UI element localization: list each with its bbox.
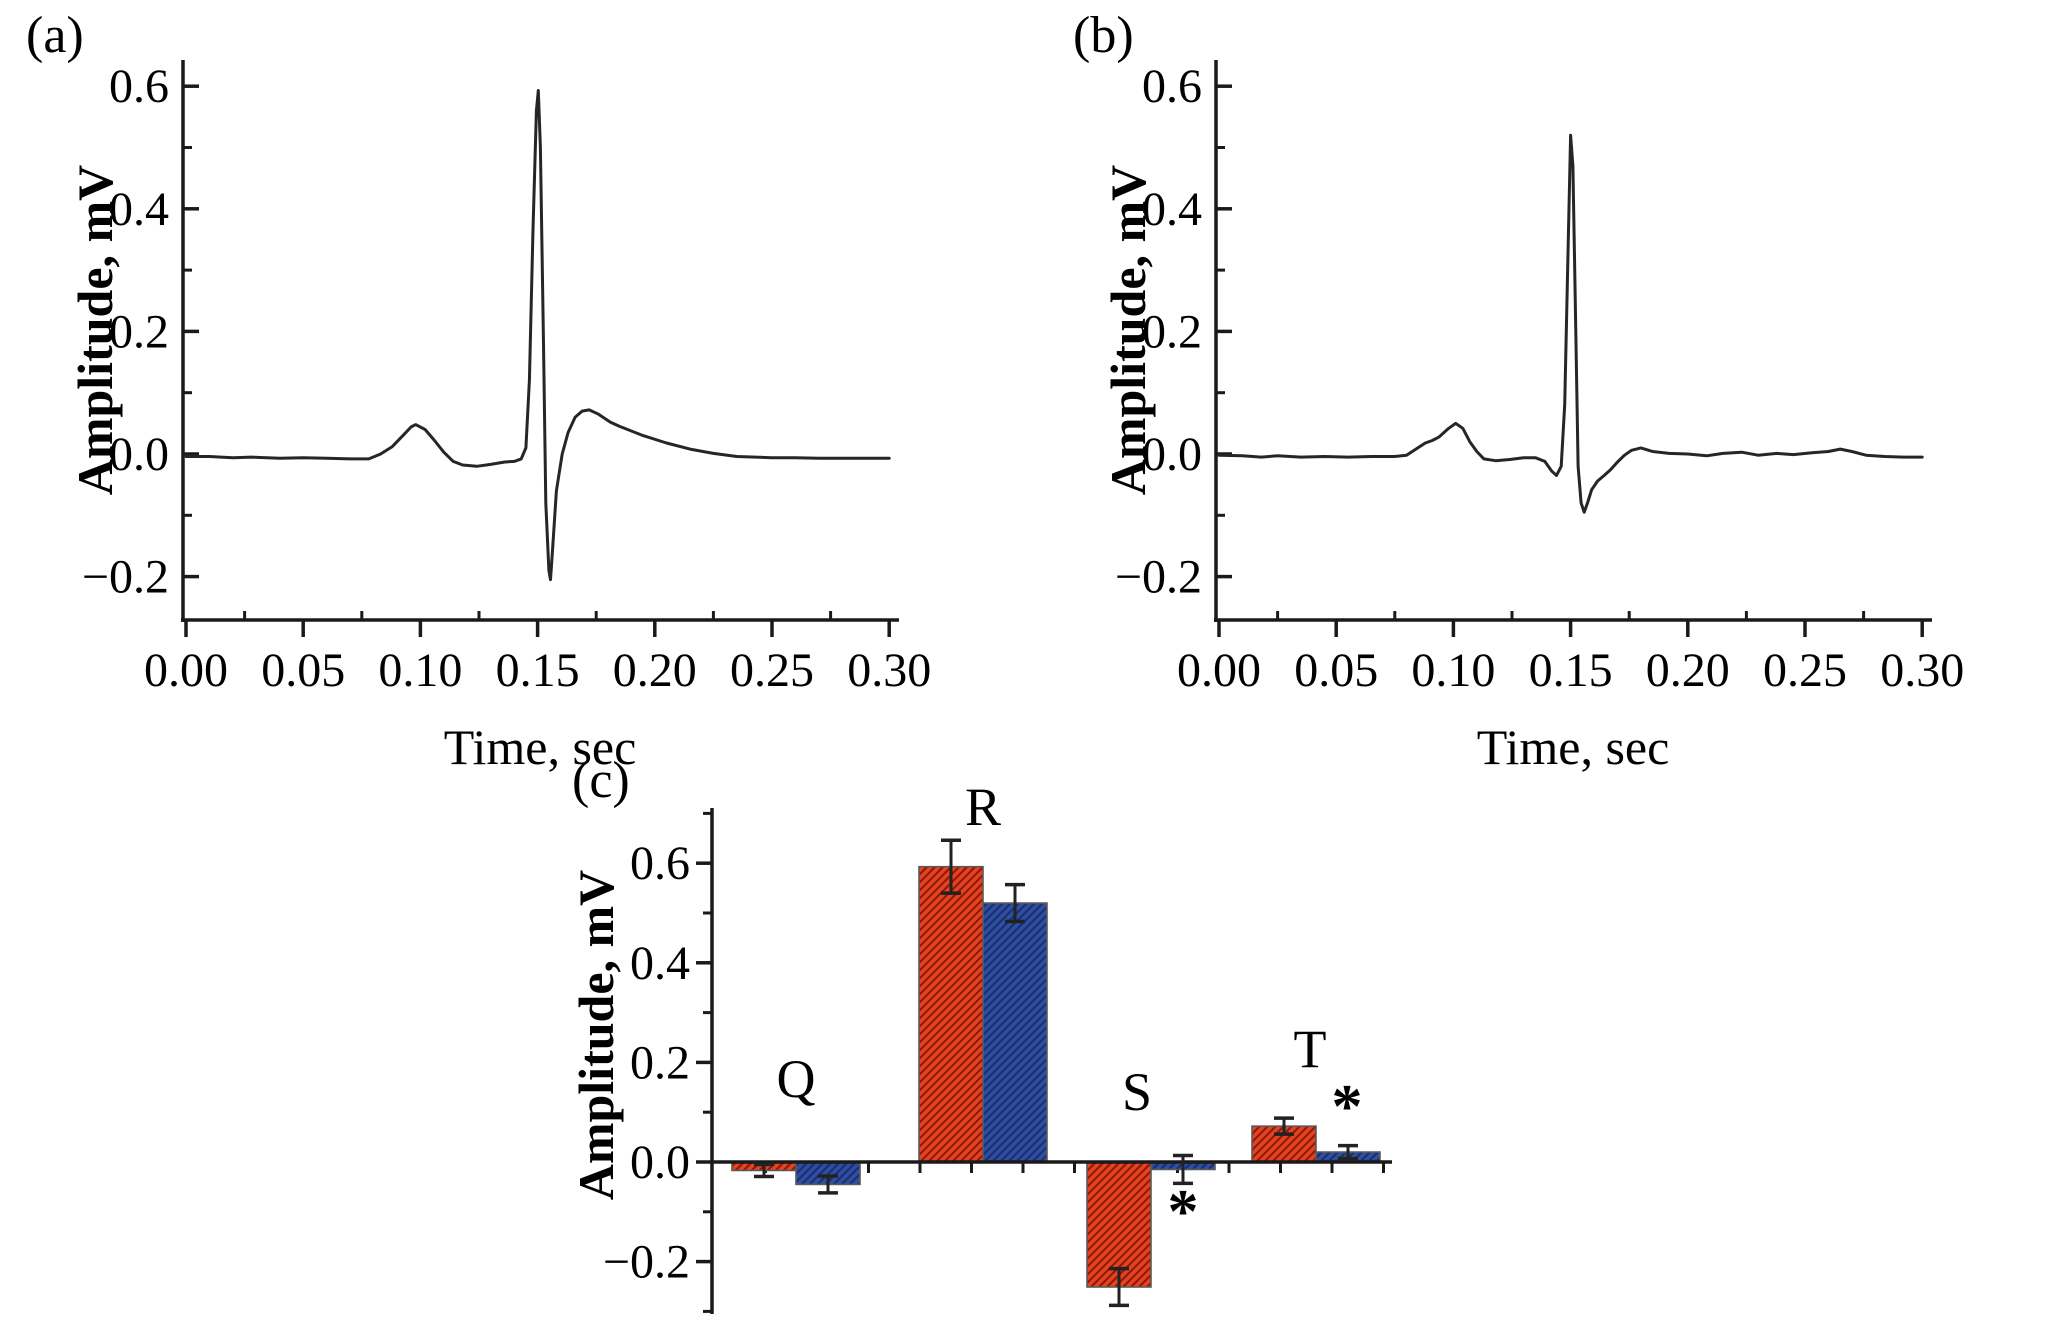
x-tick-label: 0.10 — [1411, 644, 1495, 697]
y-tick-label: −0.2 — [603, 1236, 690, 1289]
group-label-T: T — [1294, 1019, 1327, 1079]
error-bar-S-series-blue — [1173, 1153, 1193, 1186]
error-bar-T-series-blue — [1338, 1143, 1358, 1161]
y-tick-label: 0.6 — [1142, 60, 1202, 113]
error-bar-Q-series-red — [754, 1162, 774, 1179]
x-tick-label: 0.10 — [378, 644, 462, 697]
error-bar-Q-series-blue — [818, 1174, 838, 1195]
y-tick-label: 0.4 — [630, 937, 690, 990]
x-axis-title: Time, sec — [444, 719, 637, 775]
y-axis-title: Amplitude, mV — [67, 165, 123, 496]
y-tick-label: 0.0 — [109, 428, 169, 481]
x-tick-label: 0.15 — [496, 644, 580, 697]
y-axis-title: Amplitude, mV — [568, 870, 624, 1201]
error-bar-T-series-red — [1274, 1116, 1294, 1136]
y-tick-label: 0.6 — [630, 837, 690, 890]
ecg-trace — [1217, 133, 1924, 514]
bar-R-series-red — [918, 865, 984, 1163]
x-tick-label: 0.25 — [1763, 644, 1847, 697]
group-label-Q: Q — [777, 1049, 816, 1109]
x-tick-label: 0.25 — [730, 644, 814, 697]
error-bar-R-series-blue — [1005, 882, 1025, 924]
panel-label-b: (b) — [1073, 7, 1134, 64]
y-tick-label: 0.2 — [630, 1036, 690, 1089]
x-tick-label: 0.00 — [144, 644, 228, 697]
error-bar-R-series-red — [941, 838, 961, 895]
group-label-S: S — [1122, 1062, 1152, 1122]
ecg-trace — [184, 89, 891, 582]
panel-c: (c) 0.6 0.4 0.2 0.0 −0.2 Amplitude, mV Q R S T * * — [555, 735, 1505, 1335]
significance-asterisk-S: * — [1168, 1178, 1199, 1246]
y-tick-label: 0.2 — [1142, 305, 1202, 358]
y-tick-label: 0.2 — [109, 305, 169, 358]
panel-label-a: (a) — [26, 7, 84, 64]
panel-a: (a) 0.6 0.4 0.2 0.0 −0.2 0.00 0.05 0.10 0.15 0.20… — [0, 0, 1010, 795]
x-tick-label: 0.20 — [613, 644, 697, 697]
y-tick-label: 0.0 — [1142, 428, 1202, 481]
x-tick-label: 0.30 — [847, 644, 931, 697]
group-label-R: R — [965, 777, 1001, 837]
y-tick-label: −0.2 — [82, 551, 169, 604]
x-tick-label: 0.05 — [261, 644, 345, 697]
panel-label-c: (c) — [572, 752, 630, 809]
y-tick-label: 0.4 — [109, 183, 169, 236]
y-tick-label: 0.6 — [109, 60, 169, 113]
x-tick-label: 0.20 — [1646, 644, 1730, 697]
significance-asterisk-T: * — [1332, 1073, 1363, 1141]
y-tick-label: 0.4 — [1142, 183, 1202, 236]
y-tick-label: −0.2 — [1115, 551, 1202, 604]
x-tick-label: 0.15 — [1529, 644, 1613, 697]
x-tick-label: 0.30 — [1880, 644, 1964, 697]
error-bar-S-series-red — [1109, 1266, 1129, 1308]
bar-R-series-blue — [982, 902, 1048, 1163]
x-tick-label: 0.05 — [1294, 644, 1378, 697]
ecg-chart-b: 0.6 0.4 0.2 0.0 −0.2 0.00 0.05 0.10 0.15 0.20 0.25… — [1100, 60, 1964, 775]
y-axis-title: Amplitude, mV — [1100, 165, 1156, 496]
x-axis-title: Time, sec — [1477, 719, 1670, 775]
y-tick-label: 0.0 — [630, 1136, 690, 1189]
ecg-chart-a: 0.6 0.4 0.2 0.0 −0.2 0.00 0.05 0.10 0.15 0.20 0.25… — [67, 60, 931, 775]
x-tick-label: 0.00 — [1177, 644, 1261, 697]
panel-b: (b) 0.6 0.4 0.2 0.0 −0.2 0.00 0.05 0.10 0.15 0.20… — [1033, 0, 2047, 795]
